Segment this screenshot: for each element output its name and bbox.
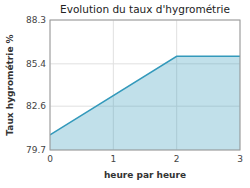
title: Evolution du taux d'hygrométrie (60, 3, 230, 15)
y-axis-label: Taux hygrométrie % (5, 34, 15, 135)
area (50, 56, 240, 150)
tick-label: 79.7 (26, 145, 46, 155)
tick-label: 1 (110, 154, 116, 164)
tick-label: 3 (237, 154, 243, 164)
chart: 79.7 82.6 85.4 88.3 0 1 2 3 Evolution du taux d'… (0, 0, 250, 188)
tick-label: 2 (174, 154, 180, 164)
tick-label: 0 (47, 154, 53, 164)
tick-label: 88.3 (26, 15, 46, 25)
x-axis-label: heure par heure (104, 170, 186, 180)
grid (50, 20, 240, 150)
tick-label: 82.6 (26, 101, 46, 111)
plot-frame (50, 20, 240, 150)
plot-area (50, 56, 240, 150)
line (50, 56, 240, 135)
tick-label: 85.4 (26, 59, 46, 69)
chart-container: 79.7 82.6 85.4 88.3 0 1 2 3 Evolution du taux d'… (0, 0, 250, 188)
